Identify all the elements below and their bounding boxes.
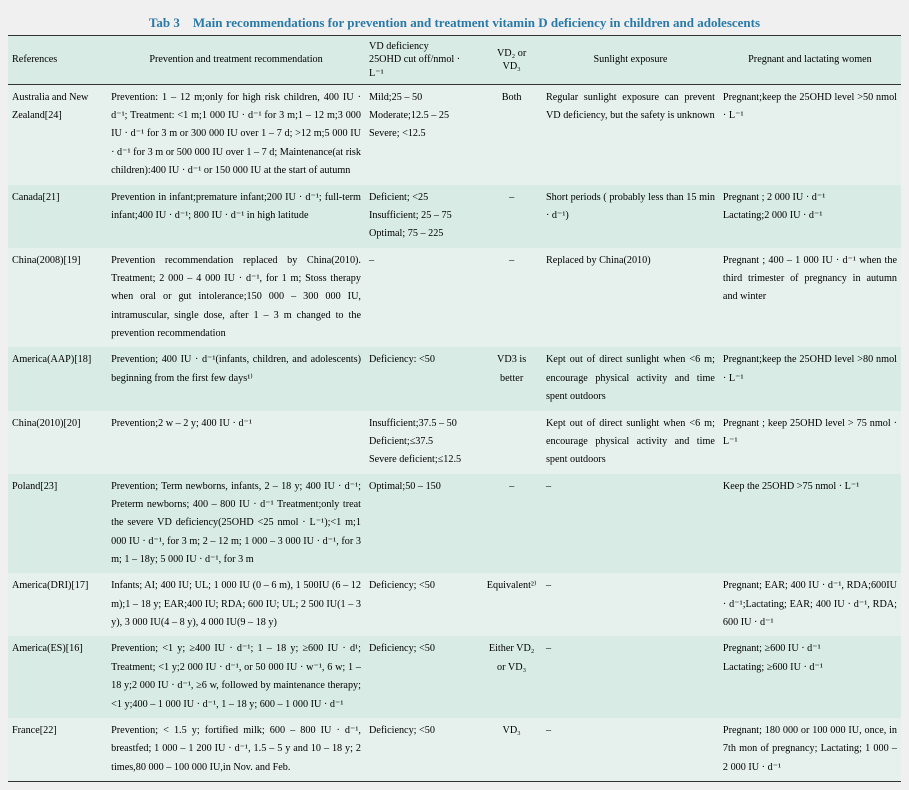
cell-sunlight: Kept out of direct sunlight when <6 m; e… bbox=[542, 411, 719, 474]
cell-vd-deficiency: Deficiency: <50 bbox=[365, 347, 481, 410]
table-row: Australia and New Zealand[24]Prevention:… bbox=[8, 84, 901, 184]
cell-pregnant: Pregnant;keep the 25OHD level >80 nmol ·… bbox=[719, 347, 901, 410]
cell-vd2-vd3: – bbox=[481, 185, 542, 248]
cell-reference: Australia and New Zealand[24] bbox=[8, 84, 107, 184]
recommendations-table: References Prevention and treatment reco… bbox=[8, 35, 901, 782]
col-vd2-vd3: VD₂ orVD₃ bbox=[481, 36, 542, 85]
cell-sunlight: Kept out of direct sunlight when <6 m; e… bbox=[542, 347, 719, 410]
col-prevention: Prevention and treatment recommendation bbox=[107, 36, 365, 85]
cell-prevention: Infants; AI; 400 IU; UL; 1 000 IU (0 – 6… bbox=[107, 573, 365, 636]
cell-pregnant: Pregnant; EAR; 400 IU · d⁻¹, RDA;600IU ·… bbox=[719, 573, 901, 636]
cell-pregnant: Pregnant; 180 000 or 100 000 IU, once, i… bbox=[719, 718, 901, 782]
cell-reference: China(2010)[20] bbox=[8, 411, 107, 474]
cell-vd-deficiency: Deficiency; <50 bbox=[365, 573, 481, 636]
cell-vd2-vd3: VD3 is better bbox=[481, 347, 542, 410]
cell-prevention: Prevention; 400 IU · d⁻¹(infants, childr… bbox=[107, 347, 365, 410]
table-row: Canada[21]Prevention in infant;premature… bbox=[8, 185, 901, 248]
table-row: Poland[23]Prevention; Term newborns, inf… bbox=[8, 474, 901, 574]
cell-reference: America(DRI)[17] bbox=[8, 573, 107, 636]
cell-vd-deficiency: Insufficient;37.5 – 50Deficient;≤37.5Sev… bbox=[365, 411, 481, 474]
cell-reference: America(AAP)[18] bbox=[8, 347, 107, 410]
cell-prevention: Prevention in infant;premature infant;20… bbox=[107, 185, 365, 248]
table-header-row: References Prevention and treatment reco… bbox=[8, 36, 901, 85]
cell-vd-deficiency: Optimal;50 – 150 bbox=[365, 474, 481, 574]
cell-vd-deficiency: Deficiency; <50 bbox=[365, 636, 481, 717]
table-row: China(2010)[20]Prevention;2 w – 2 y; 400… bbox=[8, 411, 901, 474]
cell-prevention: Prevention recommendation replaced by Ch… bbox=[107, 248, 365, 348]
cell-vd2-vd3: – bbox=[481, 248, 542, 348]
cell-vd-deficiency: Deficient; <25Insufficient; 25 – 75Optim… bbox=[365, 185, 481, 248]
col-pregnant: Pregnant and lactating women bbox=[719, 36, 901, 85]
cell-sunlight: Regular sunlight exposure can prevent VD… bbox=[542, 84, 719, 184]
cell-sunlight: Replaced by China(2010) bbox=[542, 248, 719, 348]
cell-vd-deficiency: Deficiency; <50 bbox=[365, 718, 481, 782]
cell-prevention: Prevention; Term newborns, infants, 2 – … bbox=[107, 474, 365, 574]
cell-prevention: Prevention;2 w – 2 y; 400 IU · d⁻¹ bbox=[107, 411, 365, 474]
table-row: America(AAP)[18]Prevention; 400 IU · d⁻¹… bbox=[8, 347, 901, 410]
cell-reference: France[22] bbox=[8, 718, 107, 782]
cell-pregnant: Pregnant ; 2 000 IU · d⁻¹Lactating;2 000… bbox=[719, 185, 901, 248]
cell-vd2-vd3: Equivalent²⁾ bbox=[481, 573, 542, 636]
cell-vd2-vd3 bbox=[481, 411, 542, 474]
table-row: France[22]Prevention; < 1.5 y; fortified… bbox=[8, 718, 901, 782]
cell-vd2-vd3: Either VD₂ or VD₃ bbox=[481, 636, 542, 717]
cell-vd2-vd3: Both bbox=[481, 84, 542, 184]
cell-sunlight: – bbox=[542, 474, 719, 574]
cell-reference: Poland[23] bbox=[8, 474, 107, 574]
col-sunlight: Sunlight exposure bbox=[542, 36, 719, 85]
table-row: America(ES)[16]Prevention; <1 y; ≥400 IU… bbox=[8, 636, 901, 717]
col-references: References bbox=[8, 36, 107, 85]
cell-sunlight: – bbox=[542, 718, 719, 782]
cell-vd2-vd3: – bbox=[481, 474, 542, 574]
cell-pregnant: Pregnant ; keep 25OHD level > 75 nmol · … bbox=[719, 411, 901, 474]
cell-prevention: Prevention: 1 – 12 m;only for high risk … bbox=[107, 84, 365, 184]
table-row: America(DRI)[17]Infants; AI; 400 IU; UL;… bbox=[8, 573, 901, 636]
cell-prevention: Prevention; <1 y; ≥400 IU · d⁻¹; 1 – 18 … bbox=[107, 636, 365, 717]
cell-pregnant: Pregnant ; 400 – 1 000 IU · d⁻¹ when the… bbox=[719, 248, 901, 348]
cell-prevention: Prevention; < 1.5 y; fortified milk; 600… bbox=[107, 718, 365, 782]
cell-reference: China(2008)[19] bbox=[8, 248, 107, 348]
cell-reference: America(ES)[16] bbox=[8, 636, 107, 717]
cell-reference: Canada[21] bbox=[8, 185, 107, 248]
cell-sunlight: Short periods ( probably less than 15 mi… bbox=[542, 185, 719, 248]
cell-pregnant: Pregnant;keep the 25OHD level >50 nmol ·… bbox=[719, 84, 901, 184]
cell-vd2-vd3: VD₃ bbox=[481, 718, 542, 782]
cell-pregnant: Pregnant; ≥600 IU · d⁻¹Lactating; ≥600 I… bbox=[719, 636, 901, 717]
cell-vd-deficiency: Mild;25 – 50Moderate;12.5 – 25Severe; <1… bbox=[365, 84, 481, 184]
cell-sunlight: – bbox=[542, 573, 719, 636]
cell-pregnant: Keep the 25OHD >75 nmol · L⁻¹ bbox=[719, 474, 901, 574]
table-row: China(2008)[19]Prevention recommendation… bbox=[8, 248, 901, 348]
col-vd-deficiency: VD deficiency25OHD cut off/nmol · L⁻¹ bbox=[365, 36, 481, 85]
table-caption: Tab 3 Main recommendations for preventio… bbox=[8, 8, 901, 35]
cell-vd-deficiency: – bbox=[365, 248, 481, 348]
cell-sunlight: – bbox=[542, 636, 719, 717]
